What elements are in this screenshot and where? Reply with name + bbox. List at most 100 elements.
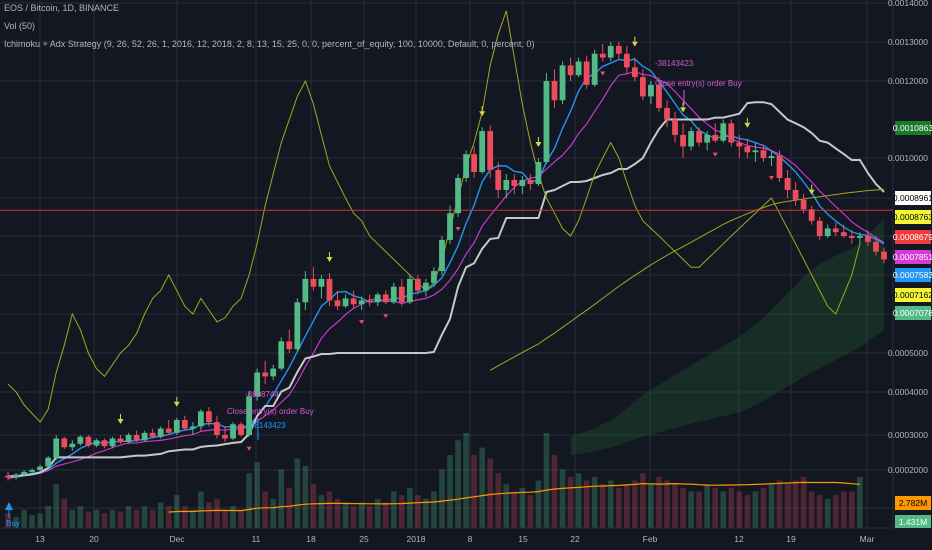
price-tick-label: 0.0012000	[888, 76, 928, 86]
candle-body	[431, 271, 437, 283]
volume-bar	[206, 502, 212, 528]
volume-bar	[382, 502, 389, 528]
volume-bar	[832, 495, 839, 528]
candle-body	[599, 53, 606, 58]
signal-arrow-down	[744, 122, 751, 128]
price-badge-label: 0.0007851	[893, 252, 932, 262]
time-axis-background	[0, 528, 932, 550]
trade-exit-text-mid: Close entry(s) order Buy	[227, 407, 314, 416]
volume-bar	[503, 484, 510, 528]
volume-bar	[109, 509, 116, 528]
candle-body	[776, 156, 783, 178]
price-badge-label: 0.0008679	[893, 232, 932, 242]
candle-body	[29, 470, 36, 472]
volume-bar	[632, 480, 638, 528]
candle-body	[519, 180, 526, 186]
candle-body	[342, 298, 349, 307]
signal-arrow-down	[117, 419, 124, 424]
volume-bar	[214, 498, 220, 528]
time-tick-label: 2018	[407, 534, 426, 544]
candle-body	[93, 440, 100, 446]
price-tick-label: 0.0003000	[888, 430, 928, 440]
volume-bar	[230, 506, 236, 528]
volume-ma-line	[168, 481, 860, 513]
time-tick-label: 19	[786, 534, 796, 544]
volume-bar	[752, 491, 759, 528]
candle-body	[463, 154, 469, 178]
ema-line	[7, 70, 885, 480]
volume-bar	[29, 515, 35, 528]
volume-bar	[238, 509, 244, 528]
candle-body	[495, 170, 502, 190]
signal-arrow-down	[479, 111, 486, 117]
time-tick-label: 11	[252, 534, 261, 544]
trade-id-mid: -8808744	[245, 390, 279, 399]
volume-bar	[487, 458, 494, 528]
price-badge-background	[895, 288, 931, 302]
volume-bar	[407, 487, 413, 528]
candle-body	[374, 294, 381, 303]
candle-body	[246, 396, 253, 435]
candle-body	[390, 286, 397, 303]
signal-arrow-down	[808, 189, 815, 195]
volume-bar	[800, 476, 807, 528]
candle-body	[173, 419, 180, 433]
volume-bar	[439, 469, 445, 528]
volume-bar	[342, 502, 349, 528]
candle-body	[591, 53, 598, 85]
volume-bar	[69, 509, 76, 528]
volume-bar	[784, 484, 791, 528]
candle-body	[302, 278, 309, 303]
price-badge-label: 0.0008961	[893, 193, 932, 203]
volume-bar	[640, 473, 646, 528]
candle-body	[53, 438, 60, 458]
volume-bar	[599, 484, 606, 528]
candle-body	[423, 282, 429, 291]
volume-bar	[390, 491, 397, 528]
time-axis[interactable]: 13 20 Dec 11 18 25 2018 8 15 22 Feb 12 19 Mar	[35, 534, 874, 544]
candle-body	[125, 435, 132, 442]
candle-body	[149, 432, 156, 437]
candle-body	[648, 84, 654, 97]
volume-bar	[374, 498, 381, 528]
volume-bar	[302, 465, 309, 528]
candle-body	[768, 156, 775, 158]
candle-body	[61, 438, 68, 448]
price-tick-label: 0.0010000	[888, 153, 928, 163]
volume-bar	[93, 509, 100, 528]
volume-bar	[398, 495, 405, 528]
candle-body	[85, 436, 92, 446]
volume-bar	[792, 480, 799, 528]
volume-bar	[527, 495, 534, 528]
price-badge-label: 0.0010863	[893, 123, 932, 133]
volume-bar	[222, 509, 228, 528]
volume-bar	[736, 491, 743, 528]
time-tick-label: 25	[359, 534, 369, 544]
price-badge-background	[895, 230, 931, 244]
candle-body	[350, 298, 357, 305]
volume-bar	[583, 480, 590, 528]
time-tick-label: 20	[89, 534, 99, 544]
candle-body	[189, 426, 196, 429]
candle-body	[165, 428, 172, 433]
volume-indicator-label: Vol (50)	[4, 21, 36, 31]
candle-body	[800, 199, 807, 210]
volume-bar	[849, 491, 855, 528]
grid	[0, 0, 893, 528]
candle-body	[447, 213, 453, 240]
candle-body	[21, 471, 27, 475]
price-tick-label: 0.0002000	[888, 465, 928, 475]
price-badge-background	[895, 306, 931, 320]
price-axis[interactable]: 0.0014000 0.0013000 0.0012000 0.0010000 0.00…	[888, 0, 932, 529]
candle-body	[5, 475, 11, 478]
price-badge-background	[895, 191, 931, 205]
candle-body	[117, 438, 124, 442]
volume-bar	[270, 498, 277, 528]
volume-bar	[182, 506, 188, 528]
candle-body	[639, 77, 646, 97]
signal-arrow-down	[631, 41, 638, 47]
candle-body	[214, 422, 220, 435]
time-tick-label: 8	[468, 534, 473, 544]
price-badge-label: 0.0008763	[893, 212, 932, 222]
